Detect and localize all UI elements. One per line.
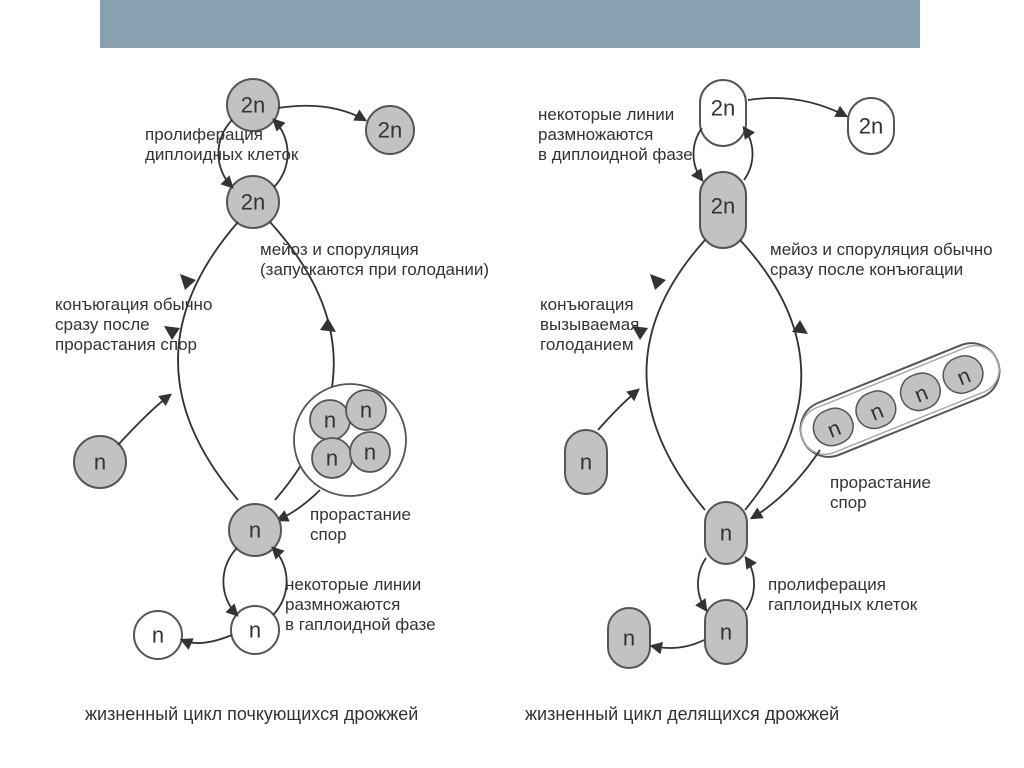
left-meiosis-label: мейоз и споруляция (запускаются при голо… (260, 240, 489, 279)
right-diploid-bottom-label: 2n (711, 194, 735, 219)
left-haploid-lines-label: некоторые линии размножаются в гаплоидно… (285, 575, 436, 634)
left-bottom-loop-left (223, 548, 237, 615)
left-diploid-bottom-label: 2n (241, 190, 265, 215)
right-ascus-to-zygote (752, 450, 820, 518)
right-zygote-label: n (720, 521, 732, 546)
right-haploid-bud-right-label: n (720, 620, 732, 645)
left-spore-3-label: n (326, 446, 338, 471)
left-conjugation-label: конъюгация обычно сразу после прорастани… (55, 295, 217, 354)
right-diploid-lines-label: некоторые линии размножаются в диплоидно… (538, 105, 693, 164)
right-diploid-bud-label: 2n (859, 114, 883, 139)
left-main-left-arc (178, 222, 238, 500)
right-ascus: n n n n (792, 335, 1008, 466)
right-main-right-arc (740, 240, 801, 510)
left-bottom-bud-arrow (182, 635, 232, 643)
right-meiosis-label: мейоз и споруляция обычно сразу после ко… (770, 240, 997, 279)
right-caption: жизненный цикл делящихся дрожжей (525, 704, 839, 724)
left-spore-4-label: n (364, 440, 376, 465)
right-bottom-bud-arrow (652, 640, 704, 648)
right-top-loop-right (744, 128, 753, 180)
left-germination-label: прорастание спор (310, 505, 416, 544)
left-haploid-single-label: n (94, 450, 106, 475)
header-bar (100, 0, 920, 48)
right-haploid-to-arc (598, 390, 638, 430)
right-diagram: 2n 2n 2n некоторые линии размножаются в … (525, 80, 1008, 724)
left-haploid-to-arc (118, 395, 170, 445)
right-conjugation-label: конъюгация вызываемая голоданием (540, 295, 644, 354)
left-spore-1-label: n (324, 408, 336, 433)
right-proliferation-label: пролиферация гаплоидных клеток (768, 575, 918, 614)
left-right-arc-arrows (320, 318, 336, 332)
left-diploid-bud-label: 2n (378, 118, 402, 143)
left-haploid-bud-right-label: n (249, 618, 261, 643)
right-haploid-left-label: n (580, 450, 592, 475)
left-proliferation-label: пролиферация диплоидных клеток (145, 125, 299, 164)
diagram-canvas: 2n 2n 2n пролиферация диплоидных клеток … (0, 0, 1024, 768)
right-germination-label: прорастание спор (830, 473, 936, 512)
right-diploid-top-label: 2n (711, 96, 735, 121)
right-left-arc-arrow2 (650, 274, 666, 290)
left-caption: жизненный цикл почкующихся дрожжей (85, 704, 418, 724)
right-bottom-loop-left (698, 558, 706, 610)
right-haploid-bud-left-label: n (623, 626, 635, 651)
left-top-bud-arrow (278, 106, 365, 120)
right-top-loop-left (693, 128, 702, 180)
left-zygote-label: n (249, 518, 261, 543)
right-bottom-loop-right (746, 558, 754, 610)
left-haploid-bud-left-label: n (152, 623, 164, 648)
right-top-bud-arrow (748, 98, 846, 116)
left-diploid-top-label: 2n (241, 93, 265, 118)
left-spore-2-label: n (360, 398, 372, 423)
left-diagram: 2n 2n 2n пролиферация диплоидных клеток … (55, 79, 489, 724)
